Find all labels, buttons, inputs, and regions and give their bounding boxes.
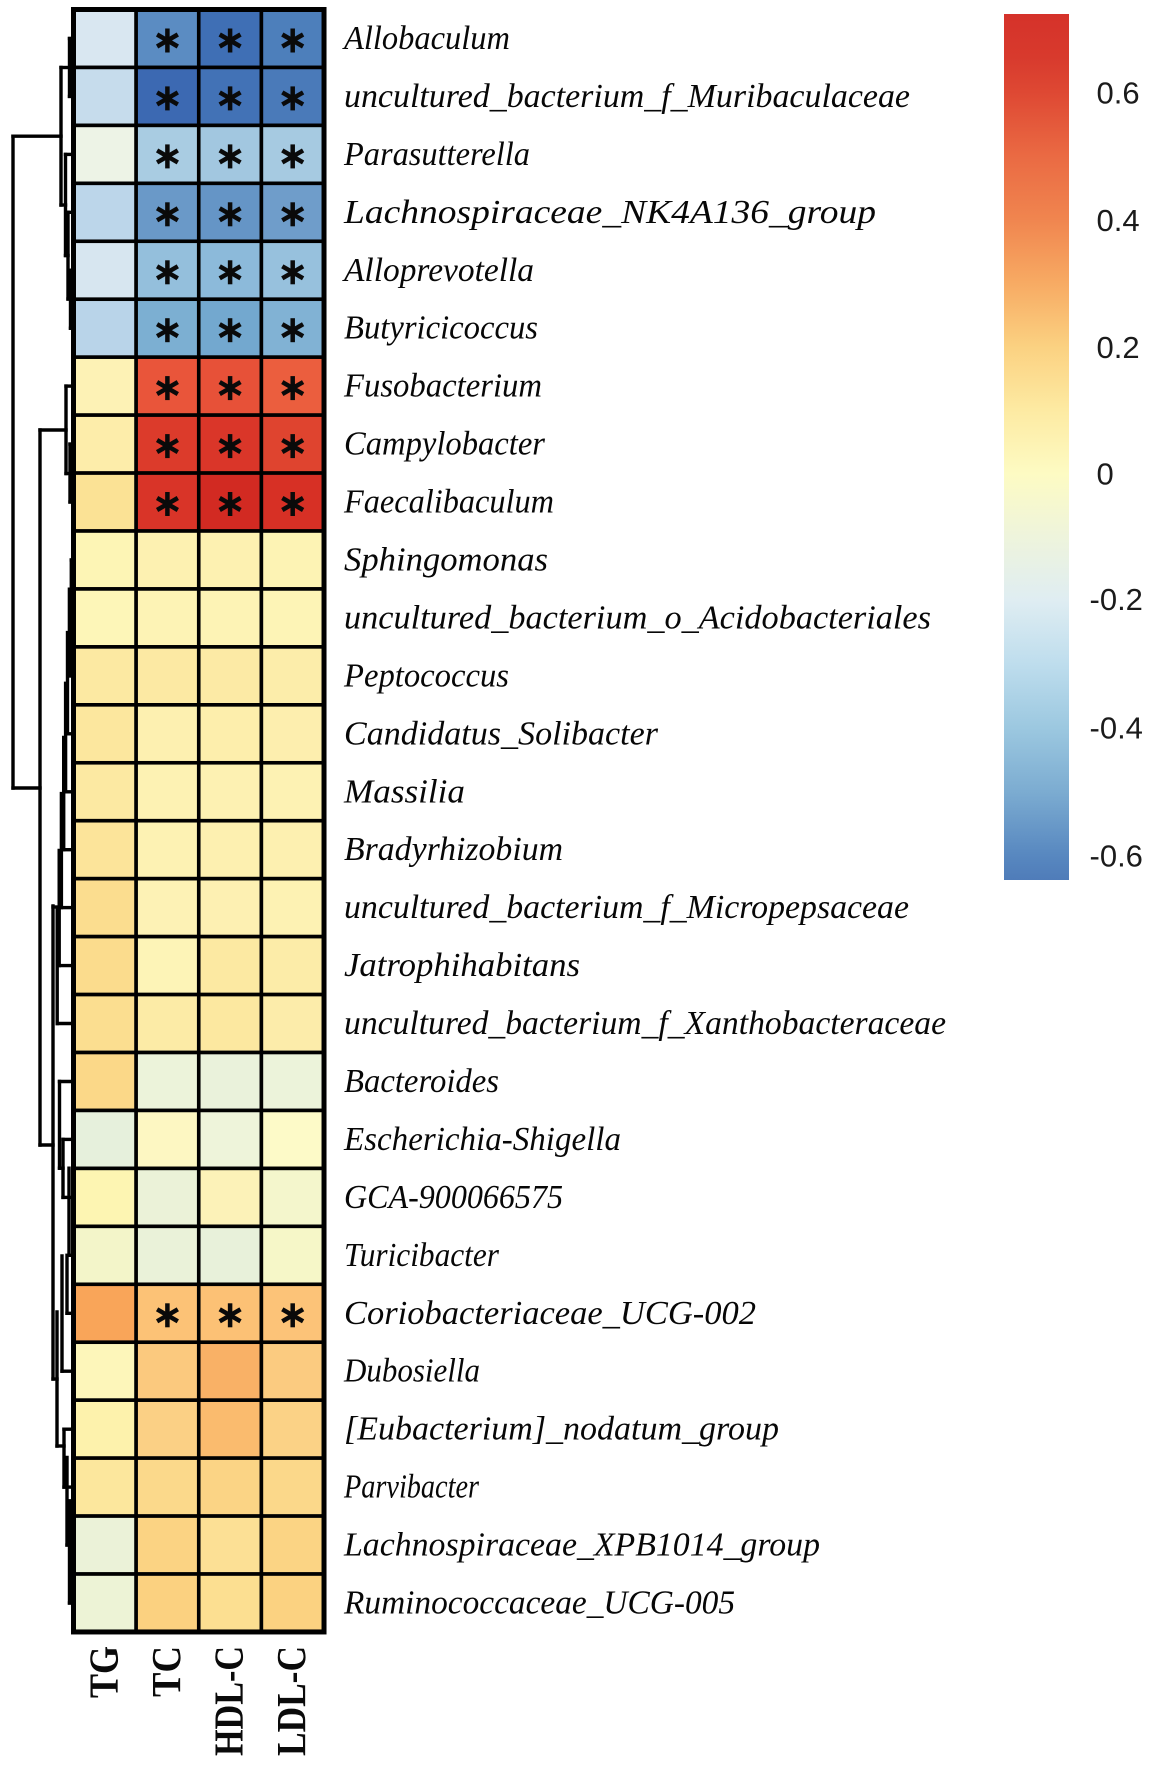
svg-text:Faecalibaculum: Faecalibaculum <box>343 484 554 521</box>
svg-text:Ruminococcaceae_UCG-005: Ruminococcaceae_UCG-005 <box>343 1585 735 1622</box>
svg-text:Peptococcus: Peptococcus <box>343 657 509 694</box>
svg-text:Sphingomonas: Sphingomonas <box>344 542 548 579</box>
svg-text:Jatrophihabitans: Jatrophihabitans <box>344 947 580 984</box>
svg-text:0.4: 0.4 <box>1097 203 1140 238</box>
svg-text:LDL-C: LDL-C <box>268 1646 314 1756</box>
svg-text:TG: TG <box>80 1646 126 1698</box>
svg-text:Lachnospiraceae_NK4A136_group: Lachnospiraceae_NK4A136_group <box>343 194 876 231</box>
svg-text:Escherichia-Shigella: Escherichia-Shigella <box>343 1121 621 1158</box>
svg-text:Fusobacterium: Fusobacterium <box>343 368 542 405</box>
svg-text:uncultured_bacterium_o_Acidoba: uncultured_bacterium_o_Acidobacteriales <box>344 599 931 636</box>
svg-text:Bacteroides: Bacteroides <box>344 1063 499 1100</box>
svg-text:[Eubacterium]_nodatum_group: [Eubacterium]_nodatum_group <box>344 1411 779 1448</box>
svg-text:Parvibacter: Parvibacter <box>343 1469 479 1506</box>
svg-text:Lachnospiraceae_XPB1014_group: Lachnospiraceae_XPB1014_group <box>343 1527 820 1564</box>
svg-text:Campylobacter: Campylobacter <box>344 426 546 463</box>
svg-text:HDL-C: HDL-C <box>206 1646 252 1756</box>
svg-text:Candidatus_Solibacter: Candidatus_Solibacter <box>344 715 659 752</box>
svg-text:uncultured_bacterium_f_Xanthob: uncultured_bacterium_f_Xanthobacteraceae <box>344 1005 946 1042</box>
svg-text:uncultured_bacterium_f_Micrope: uncultured_bacterium_f_Micropepsaceae <box>344 889 909 926</box>
svg-text:Coriobacteriaceae_UCG-002: Coriobacteriaceae_UCG-002 <box>344 1295 756 1332</box>
svg-text:uncultured_bacterium_f_Muribac: uncultured_bacterium_f_Muribaculaceae <box>344 78 910 115</box>
svg-text:0.6: 0.6 <box>1097 76 1140 111</box>
svg-text:TC: TC <box>143 1646 189 1697</box>
svg-text:Parasutterella: Parasutterella <box>343 136 530 173</box>
svg-text:Dubosiella: Dubosiella <box>343 1353 480 1390</box>
svg-text:Massilia: Massilia <box>343 773 465 810</box>
svg-text:0: 0 <box>1097 457 1114 492</box>
svg-text:GCA-900066575: GCA-900066575 <box>344 1179 563 1216</box>
svg-text:Alloprevotella: Alloprevotella <box>342 252 534 289</box>
svg-text:-0.6: -0.6 <box>1090 839 1143 874</box>
svg-text:Bradyrhizobium: Bradyrhizobium <box>344 831 563 868</box>
svg-text:Allobaculum: Allobaculum <box>342 20 510 57</box>
svg-text:0.2: 0.2 <box>1097 330 1140 365</box>
svg-text:-0.2: -0.2 <box>1090 582 1143 617</box>
svg-text:Turicibacter: Turicibacter <box>344 1237 500 1274</box>
svg-text:Butyricicoccus: Butyricicoccus <box>344 310 538 347</box>
svg-text:-0.4: -0.4 <box>1090 711 1143 746</box>
